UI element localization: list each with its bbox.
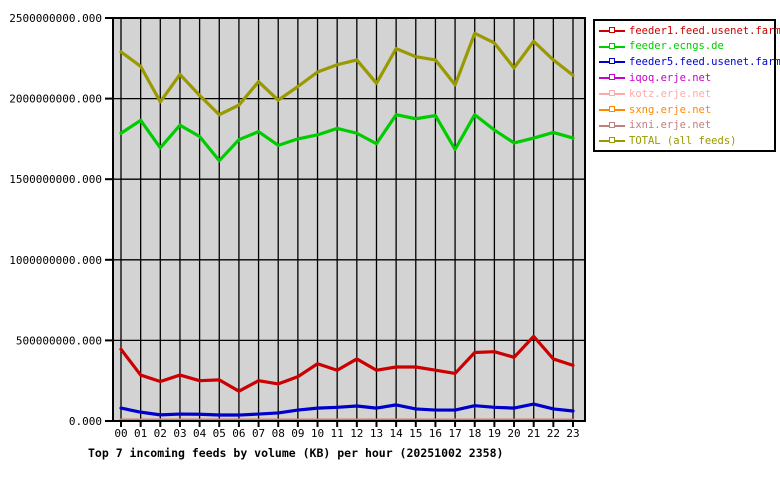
- y-axis-label: 2000000000.000: [9, 93, 102, 106]
- y-axis-label: 0.000: [69, 415, 102, 428]
- x-axis-label: 23: [566, 427, 579, 440]
- x-axis-label: 13: [370, 427, 383, 440]
- y-axis-label: 1500000000.000: [9, 173, 102, 186]
- chart-legend: feeder1.feed.usenet.farm feeder.ecngs.de f…: [593, 19, 780, 152]
- y-axis-label: 2500000000.000: [9, 12, 102, 25]
- legend-line-sample-icon: [599, 136, 625, 146]
- x-axis-label: 22: [547, 427, 560, 440]
- legend-item: feeder1.feed.usenet.farm: [595, 23, 780, 39]
- legend-line-sample-icon: [599, 57, 625, 67]
- legend-item: ixni.erje.net: [595, 118, 774, 134]
- legend-item: feeder.ecngs.de: [595, 39, 774, 55]
- x-axis-label: 20: [507, 427, 520, 440]
- x-axis-label: 21: [527, 427, 540, 440]
- legend-line-sample-icon: [599, 73, 625, 83]
- y-axis-label: 1000000000.000: [9, 254, 102, 267]
- legend-line-sample-icon: [599, 89, 625, 99]
- x-axis-label: 14: [390, 427, 404, 440]
- x-axis-label: 09: [291, 427, 304, 440]
- series-line-7: [119, 31, 575, 117]
- x-axis-label: 02: [154, 427, 167, 440]
- legend-line-sample-icon: [599, 26, 625, 36]
- x-axis-label: 01: [134, 427, 147, 440]
- x-axis-label: 10: [311, 427, 324, 440]
- plot-border: [112, 17, 586, 422]
- x-axis-label: 03: [173, 427, 186, 440]
- series-line-2: [119, 402, 575, 417]
- x-axis-label: 04: [193, 427, 207, 440]
- x-axis-label: 18: [468, 427, 481, 440]
- legend-item: feeder5.feed.usenet.farm: [595, 55, 780, 71]
- legend-item: iqoq.erje.net: [595, 70, 774, 86]
- chart-title: Top 7 incoming feeds by volume (KB) per …: [88, 446, 504, 460]
- x-axis-label: 05: [213, 427, 226, 440]
- x-axis-label: 00: [114, 427, 127, 440]
- x-axis-label: 15: [409, 427, 422, 440]
- legend-label: TOTAL (all feeds): [629, 135, 737, 148]
- legend-item: kotz.erje.net: [595, 86, 774, 102]
- x-axis-label: 06: [232, 427, 245, 440]
- x-axis-label: 08: [272, 427, 285, 440]
- x-axis-label: 17: [448, 427, 461, 440]
- legend-label: feeder1.feed.usenet.farm: [629, 24, 780, 37]
- legend-item: TOTAL (all feeds): [595, 134, 774, 150]
- legend-line-sample-icon: [599, 105, 625, 115]
- legend-label: feeder5.feed.usenet.farm: [629, 56, 780, 69]
- y-axis-label: 500000000.000: [16, 334, 102, 347]
- series-line-0: [119, 334, 575, 393]
- legend-label: iqoq.erje.net: [629, 72, 712, 85]
- legend-item: sxng.erje.net: [595, 102, 774, 118]
- legend-label: kotz.erje.net: [629, 87, 712, 100]
- legend-line-sample-icon: [599, 121, 625, 131]
- x-axis-label: 07: [252, 427, 265, 440]
- series-line-1: [119, 113, 575, 163]
- legend-label: ixni.erje.net: [629, 119, 712, 132]
- x-axis-label: 12: [350, 427, 363, 440]
- legend-line-sample-icon: [599, 42, 625, 52]
- legend-label: sxng.erje.net: [629, 103, 712, 116]
- legend-label: feeder.ecngs.de: [629, 40, 724, 53]
- x-axis-label: 16: [429, 427, 442, 440]
- x-axis-label: 11: [331, 427, 344, 440]
- x-axis-label: 19: [488, 427, 501, 440]
